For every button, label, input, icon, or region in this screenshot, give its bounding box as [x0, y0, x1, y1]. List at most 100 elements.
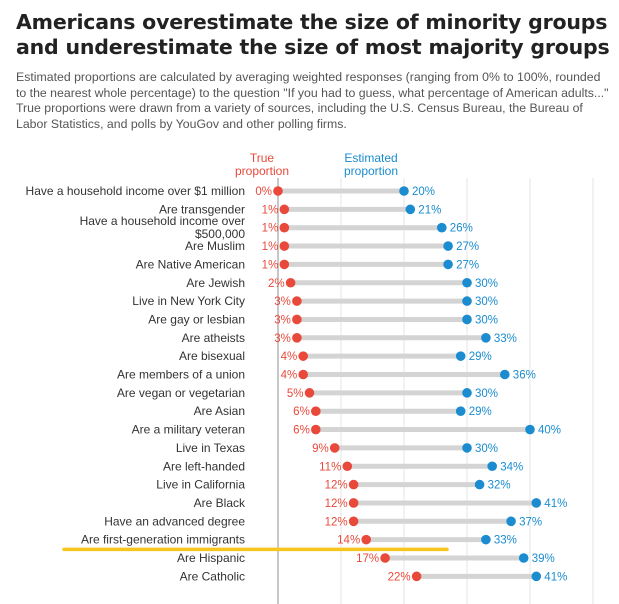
- table-row: Are Asian 6% 29%: [194, 404, 492, 418]
- row-label: Are Native American: [136, 257, 245, 271]
- chart-rows: Have a household income over $1 million 0…: [26, 184, 568, 583]
- estimated-proportion-point: [462, 443, 472, 453]
- estimated-proportion-point: [481, 333, 491, 343]
- table-row: Are Black 12% 41%: [194, 496, 568, 510]
- estimated-value-label: 30%: [475, 314, 498, 326]
- table-row: Live in New York City 3% 30%: [132, 294, 498, 308]
- chart-title: Americans overestimate the size of minor…: [16, 10, 610, 59]
- row-label: Are Black: [194, 496, 246, 510]
- table-row: Are gay or lesbian 3% 30%: [148, 312, 498, 326]
- row-label: Live in New York City: [132, 294, 245, 308]
- true-proportion-point: [298, 351, 309, 361]
- true-value-label: 5%: [287, 388, 304, 400]
- estimated-proportion-point: [399, 186, 409, 196]
- row-label: Have a household income over $1 million: [26, 184, 245, 198]
- true-proportion-point: [279, 204, 290, 215]
- true-proportion-point: [380, 553, 390, 563]
- estimated-value-label: 41%: [544, 571, 567, 583]
- true-value-label: 6%: [293, 425, 310, 437]
- true-proportion-point: [304, 388, 315, 398]
- row-label: Are Muslim: [185, 239, 245, 253]
- true-value-label: 1%: [262, 204, 279, 216]
- true-proportion-point: [348, 498, 359, 508]
- estimated-value-label: 20%: [412, 186, 435, 198]
- true-proportion-point: [279, 259, 290, 270]
- estimated-proportion-point: [443, 259, 453, 270]
- estimated-proportion-point: [443, 241, 453, 251]
- table-row: Have a household income over $1 million 0…: [26, 184, 436, 198]
- true-value-label: 12%: [325, 498, 348, 510]
- estimated-value-label: 40%: [538, 425, 561, 437]
- true-proportion-point: [342, 461, 353, 472]
- estimated-value-label: 27%: [456, 241, 479, 253]
- estimated-value-label: 37%: [519, 516, 542, 528]
- table-row: Are Muslim 1% 27%: [185, 239, 479, 253]
- true-value-label: 6%: [293, 406, 310, 418]
- true-value-label: 11%: [319, 461, 341, 473]
- estimated-value-label: 33%: [494, 535, 517, 547]
- row-label: Are bisexual: [179, 349, 245, 363]
- true-value-label: 12%: [325, 480, 348, 492]
- true-proportion-header: proportion: [235, 164, 289, 178]
- true-value-label: 17%: [356, 553, 379, 565]
- estimated-proportion-point: [462, 314, 472, 325]
- true-value-label: 1%: [262, 241, 279, 253]
- estimated-proportion-point: [474, 479, 485, 490]
- row-label: Are Jewish: [186, 276, 245, 290]
- row-label: Are Asian: [194, 404, 245, 418]
- estimated-value-label: 29%: [469, 351, 492, 363]
- estimated-value-label: 30%: [475, 278, 498, 290]
- true-proportion-point: [411, 571, 422, 582]
- estimated-value-label: 30%: [475, 388, 498, 400]
- true-proportion-point: [311, 406, 321, 417]
- estimated-proportion-point: [462, 296, 472, 306]
- table-row: Have an advanced degree 12% 37%: [104, 514, 542, 528]
- true-value-label: 0%: [255, 186, 272, 198]
- true-proportion-point: [361, 534, 372, 545]
- true-proportion-point: [292, 314, 302, 325]
- estimated-proportion-point: [487, 461, 498, 472]
- row-label: $500,000: [195, 227, 245, 241]
- estimated-proportion-point: [506, 516, 516, 527]
- row-label: Are members of a union: [117, 368, 245, 382]
- estimated-proportion-point: [437, 222, 447, 233]
- table-row: Are transgender 1% 21%: [159, 202, 441, 216]
- estimated-value-label: 32%: [488, 480, 511, 492]
- table-row: Are Native American 1% 27%: [136, 257, 480, 271]
- row-label: Have an advanced degree: [104, 514, 245, 528]
- table-row: Are Jewish 2% 30%: [186, 276, 498, 290]
- table-row: Are first-generation immigrants 14% 33%: [81, 533, 517, 547]
- estimated-proportion-point: [525, 424, 535, 435]
- table-row: Are a military veteran 6% 40%: [132, 423, 561, 437]
- estimated-value-label: 34%: [500, 461, 523, 473]
- estimated-value-label: 29%: [469, 406, 492, 418]
- true-proportion-point: [311, 424, 321, 435]
- estimated-proportion-point: [462, 388, 472, 398]
- true-proportion-point: [329, 443, 340, 453]
- estimated-value-label: 30%: [475, 296, 498, 308]
- true-value-label: 3%: [274, 333, 291, 345]
- chart-subtitle: Estimated proportions are calculated by …: [16, 70, 609, 131]
- table-row: Are Catholic 22% 41%: [180, 569, 568, 583]
- true-proportion-point: [279, 222, 290, 233]
- row-label: Are left-handed: [163, 459, 245, 473]
- true-value-label: 14%: [337, 535, 360, 547]
- true-value-label: 4%: [281, 351, 298, 363]
- true-value-label: 1%: [262, 223, 279, 235]
- true-value-label: 12%: [325, 516, 348, 528]
- estimated-value-label: 27%: [456, 259, 479, 271]
- estimated-proportion-point: [481, 534, 491, 545]
- estimated-value-label: 33%: [494, 333, 517, 345]
- table-row: Are bisexual 4% 29%: [179, 349, 492, 363]
- estimated-proportion-point: [531, 571, 542, 582]
- estimated-proportion-point: [455, 351, 466, 361]
- table-row: Are left-handed 11% 34%: [163, 459, 523, 473]
- estimated-value-label: 36%: [513, 370, 536, 382]
- row-label: Are Catholic: [180, 569, 245, 583]
- true-proportion-point: [298, 369, 309, 380]
- true-proportion-point: [348, 479, 359, 490]
- row-label: Are atheists: [182, 331, 245, 345]
- row-label: Are vegan or vegetarian: [117, 386, 245, 400]
- estimated-proportion-header: proportion: [344, 164, 398, 178]
